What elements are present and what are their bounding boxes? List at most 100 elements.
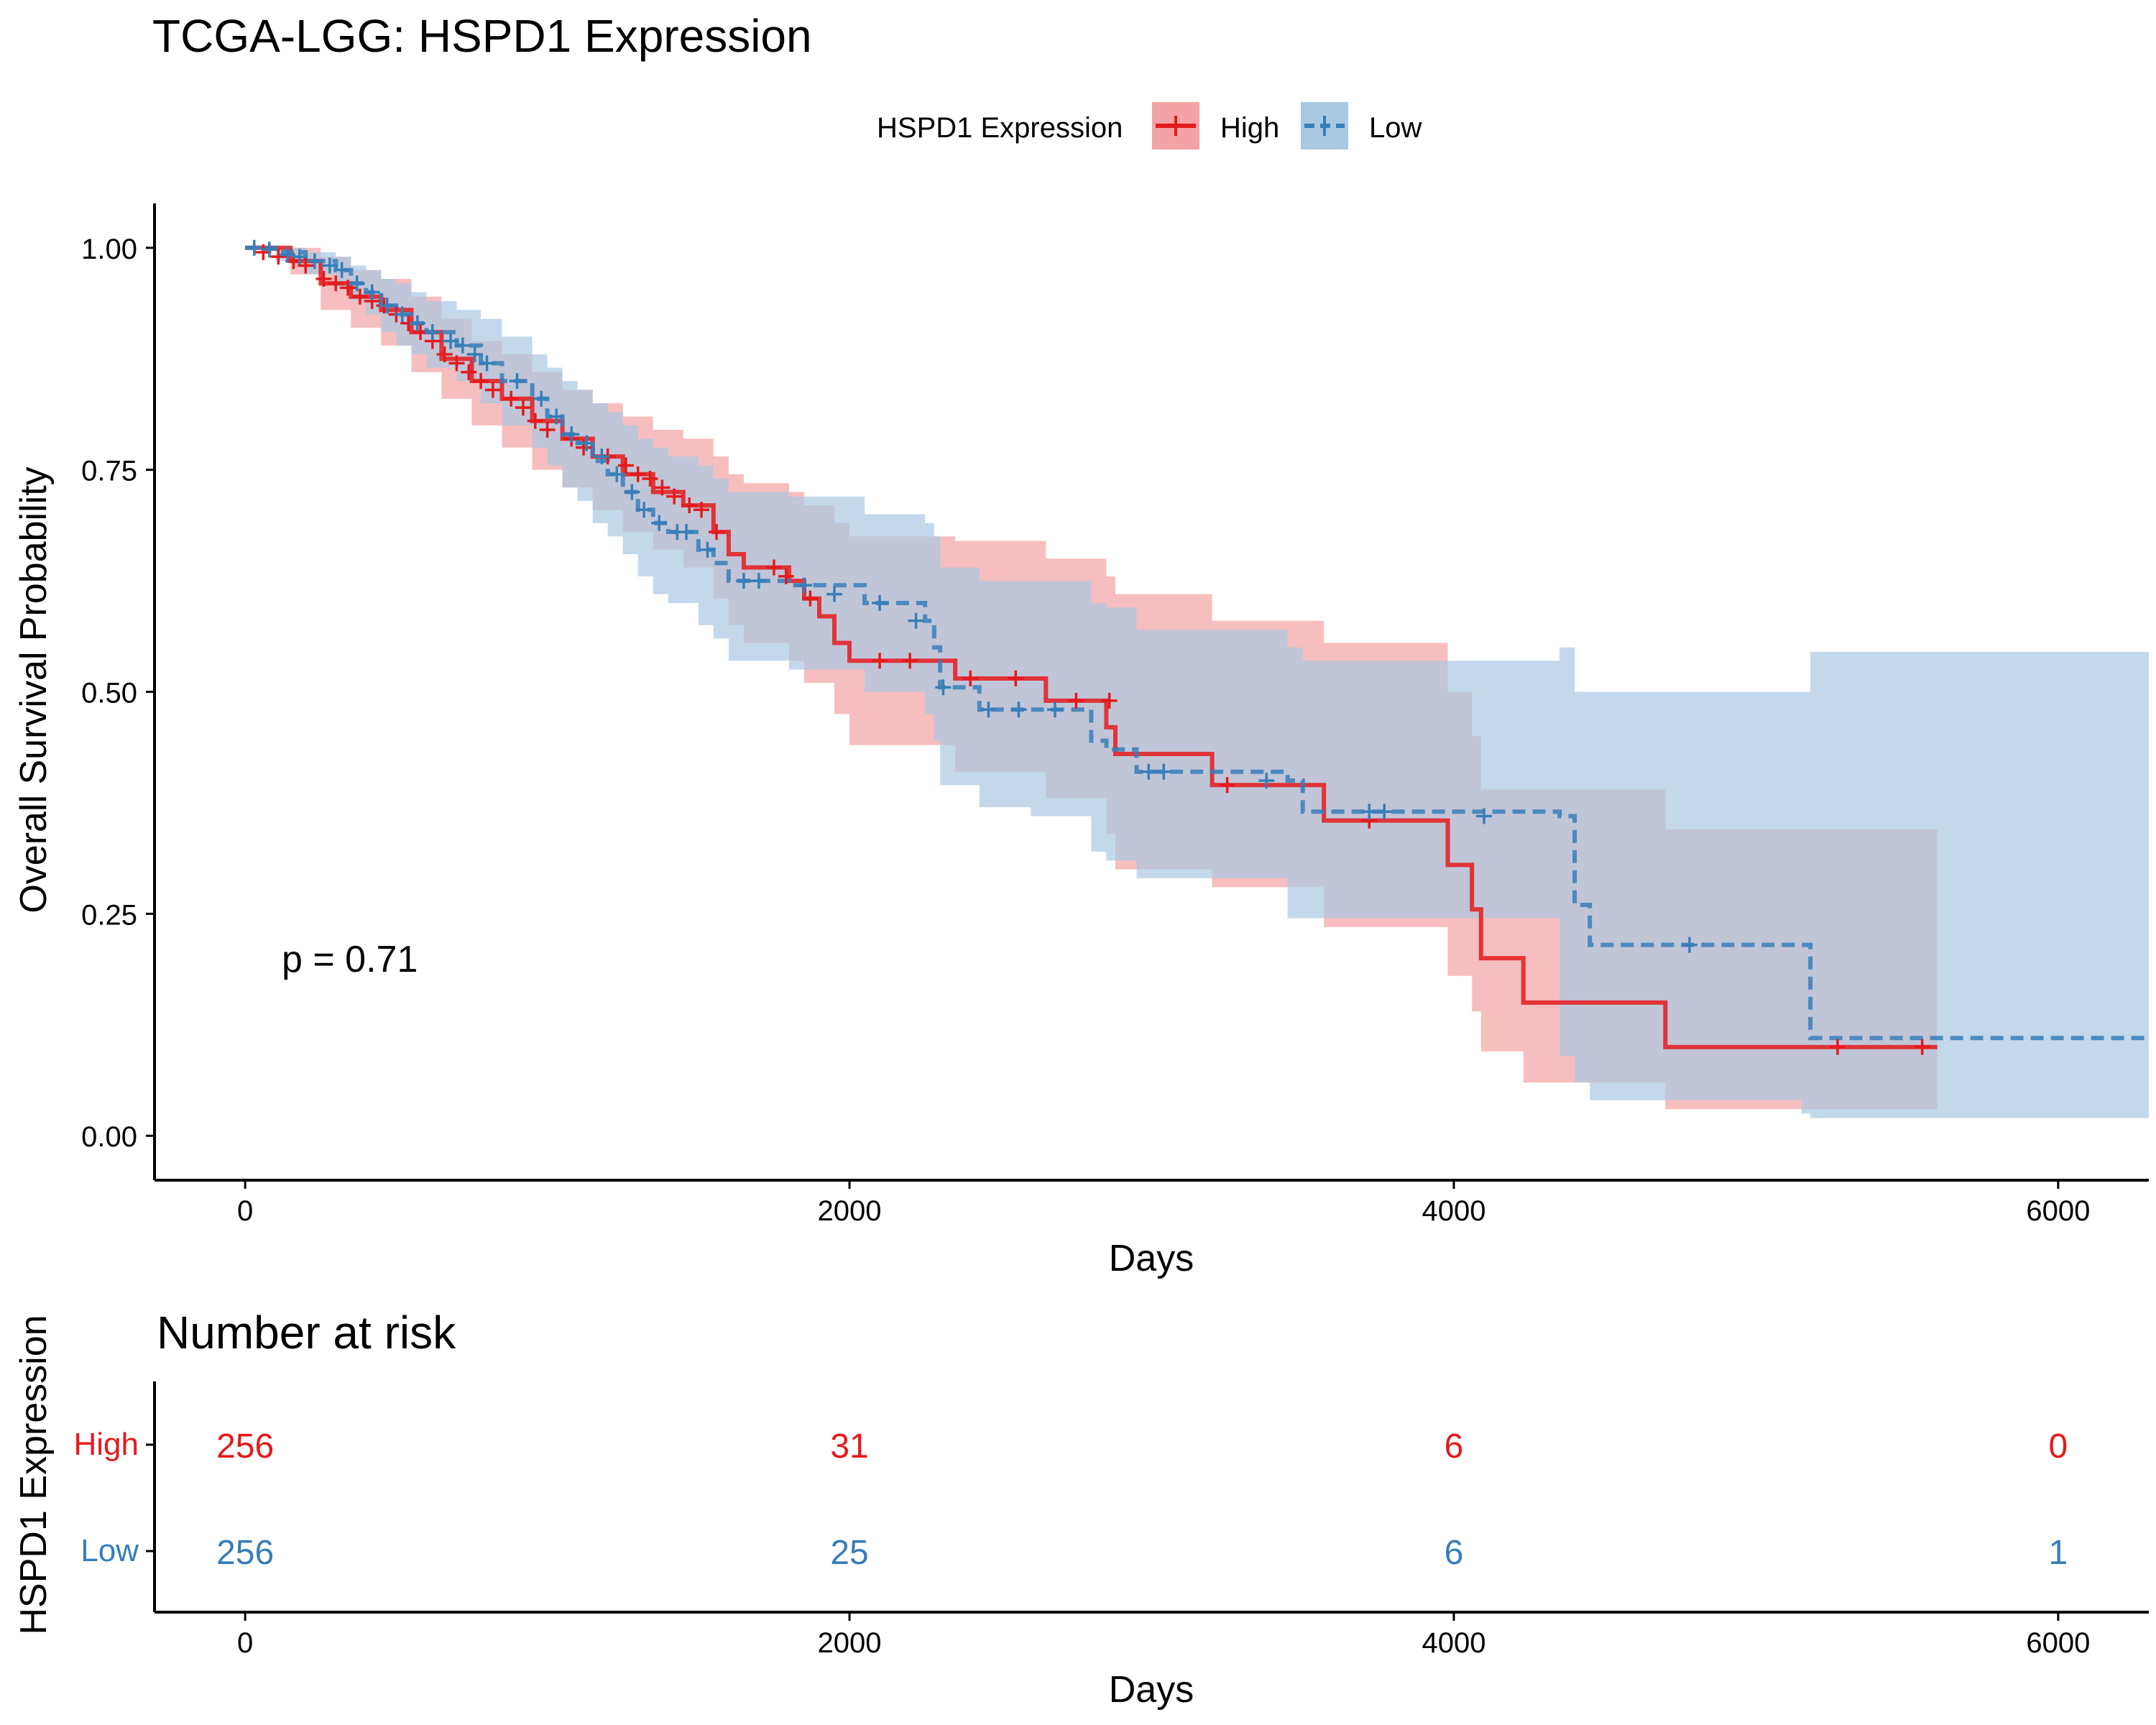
legend-label-high: High xyxy=(1220,112,1279,144)
survival-curve-high xyxy=(245,245,1938,1049)
censor-mark-low xyxy=(394,306,410,323)
censor-mark-low xyxy=(563,426,580,443)
censor-mark-low xyxy=(1010,702,1027,718)
censor-mark-high xyxy=(962,670,979,686)
censor-mark-high xyxy=(1914,1039,1930,1055)
censor-mark-low xyxy=(699,541,716,558)
censor-mark-low xyxy=(443,333,459,349)
risk-cell-low: 25 xyxy=(830,1534,868,1572)
censor-mark-high xyxy=(436,346,453,363)
censor-mark-high xyxy=(484,382,501,398)
censor-mark-high xyxy=(448,355,465,372)
censor-mark-high xyxy=(539,422,556,438)
risk-cell-high: 31 xyxy=(830,1427,868,1466)
confidence-bands xyxy=(245,247,2149,1118)
censor-mark-high xyxy=(315,271,332,288)
y-tick-label: 0.00 xyxy=(81,1121,137,1153)
censor-mark-high xyxy=(778,568,794,584)
risk-row-label-high: High xyxy=(74,1427,139,1462)
censor-mark-low xyxy=(750,573,767,589)
censor-mark-high xyxy=(503,390,520,407)
censor-mark-low xyxy=(333,262,350,278)
censor-mark-low xyxy=(321,257,338,274)
risk-cell-high: 6 xyxy=(1445,1427,1464,1466)
censor-mark-low xyxy=(678,524,694,540)
risk-table-title: Number at risk xyxy=(157,1307,456,1358)
censor-mark-high xyxy=(1008,670,1024,686)
x-axis-label: Days xyxy=(1109,1238,1194,1279)
censor-mark-high xyxy=(340,280,356,296)
y-axis-label: Overall Survival Probability xyxy=(13,466,55,913)
x-tick-label: 0 xyxy=(237,1195,253,1227)
risk-y-axis-label: HSPD1 Expression xyxy=(13,1315,55,1634)
legend-label-low: Low xyxy=(1369,112,1422,144)
risk-table-axes: High Low 0 2000 4000 6000 xyxy=(74,1381,2149,1659)
censor-mark-low xyxy=(579,435,595,451)
censor-mark-low xyxy=(466,346,483,363)
censor-marks xyxy=(246,239,1930,1055)
censor-mark-high xyxy=(765,559,782,576)
censor-mark-high xyxy=(666,488,683,505)
censor-mark-high xyxy=(872,653,888,669)
censor-mark-high xyxy=(1101,692,1118,709)
censor-mark-low xyxy=(280,247,295,263)
censor-mark-low xyxy=(624,484,640,500)
censor-mark-high xyxy=(709,524,725,540)
chart-title: TCGA-LGG: HSPD1 Expression xyxy=(152,10,812,62)
legend-item-low: Low xyxy=(1301,102,1422,150)
risk-x-tick-label: 6000 xyxy=(2026,1627,2090,1659)
risk-cell-high: 256 xyxy=(216,1427,274,1466)
censor-mark-high xyxy=(654,479,671,496)
y-tick-label: 0.75 xyxy=(81,456,137,487)
censor-mark-low xyxy=(424,324,441,341)
censor-mark-low xyxy=(246,239,262,256)
censor-mark-low xyxy=(796,577,812,594)
censor-mark-low xyxy=(1476,808,1492,824)
ci-band-low xyxy=(245,247,2149,1118)
y-tick-label: 0.25 xyxy=(81,899,137,931)
censor-mark-high xyxy=(328,275,344,292)
censor-mark-high xyxy=(681,497,698,514)
censor-mark-high xyxy=(630,466,646,482)
censor-mark-low xyxy=(509,373,525,390)
censor-mark-low xyxy=(908,612,924,629)
survival-plot-panel: 0.00 0.25 0.50 0.75 1.00 0 2000 4000 6000 p = 0.… xyxy=(13,203,2149,1279)
censor-mark-low xyxy=(594,448,610,465)
p-value-annotation: p = 0.71 xyxy=(282,939,418,980)
censor-mark-high xyxy=(642,470,658,487)
censor-mark-low xyxy=(1681,937,1697,953)
censor-mark-low xyxy=(1376,804,1393,820)
censor-mark-low xyxy=(826,586,843,602)
risk-cell-low: 1 xyxy=(2049,1534,2068,1572)
censor-mark-high xyxy=(461,364,477,380)
y-tick-label: 0.50 xyxy=(81,678,137,709)
risk-x-tick-label: 2000 xyxy=(818,1627,882,1659)
risk-x-tick-label: 4000 xyxy=(1422,1627,1485,1659)
censor-mark-low xyxy=(935,679,952,696)
censor-mark-low xyxy=(261,242,277,258)
censor-mark-low xyxy=(1156,763,1172,780)
censor-mark-high xyxy=(617,457,634,474)
censor-mark-low xyxy=(872,594,888,611)
risk-x-tick-label: 0 xyxy=(237,1627,253,1659)
censor-mark-high xyxy=(351,288,368,305)
censor-mark-high xyxy=(902,653,918,669)
censor-mark-high xyxy=(1219,777,1235,794)
censor-mark-low xyxy=(454,337,471,354)
censor-mark-low xyxy=(479,355,495,372)
legend: HSPD1 Expression High Low xyxy=(877,102,1422,150)
censor-mark-high xyxy=(802,590,819,607)
censor-mark-low xyxy=(306,253,323,270)
main-axes: 0.00 0.25 0.50 0.75 1.00 0 2000 4000 6000 xyxy=(81,203,2149,1227)
censor-mark-high xyxy=(298,257,314,274)
censor-mark-high xyxy=(473,373,489,390)
censor-mark-low xyxy=(409,315,425,331)
censor-mark-low xyxy=(291,249,308,265)
risk-x-axis-label: Days xyxy=(1109,1669,1194,1711)
risk-row-label-low: Low xyxy=(80,1533,139,1568)
censor-mark-low xyxy=(533,390,550,407)
censor-mark-high xyxy=(1829,1039,1846,1055)
